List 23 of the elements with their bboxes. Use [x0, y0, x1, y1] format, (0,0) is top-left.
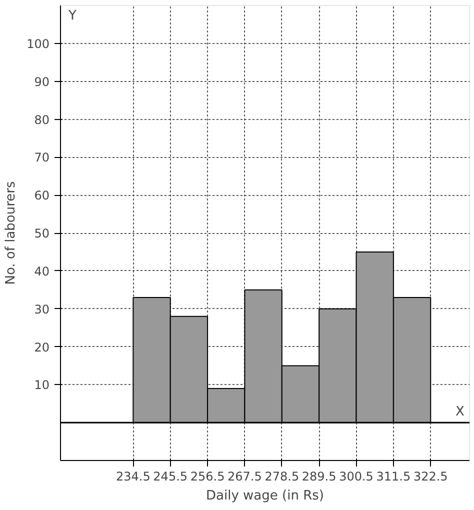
y-tick-label: 40 [34, 264, 50, 278]
x-tick-label: 278.5 [264, 470, 300, 484]
x-tick-label: 256.5 [190, 470, 225, 484]
y-tick-label: 100 [26, 36, 50, 51]
y-tick-label: 30 [34, 302, 50, 316]
x-tick-label: 234.5 [116, 470, 150, 484]
x-tick-label: 289.5 [302, 470, 336, 484]
y-tick-label: 70 [34, 150, 50, 165]
y-tick-label: 10 [34, 378, 50, 392]
y-tick-label: 20 [34, 340, 50, 354]
annotation: X [456, 404, 464, 420]
x-tick-label: 245.5 [153, 470, 188, 484]
x-tick-label: 311.5 [376, 470, 411, 484]
y-tick-label: 50 [34, 226, 50, 240]
x-axis-title: Daily wage (in Rs) [206, 488, 324, 504]
y-tick-label: 80 [34, 112, 50, 127]
x-tick-label: 300.5 [339, 470, 374, 484]
annotation: Y [68, 8, 76, 24]
y-tick-label: 90 [34, 74, 50, 89]
x-tick-label: 322.5 [413, 470, 448, 484]
y-tick-label: 60 [34, 188, 50, 203]
x-tick-label: 267.5 [228, 470, 262, 484]
y-axis-title: No. of labourers [4, 180, 19, 285]
